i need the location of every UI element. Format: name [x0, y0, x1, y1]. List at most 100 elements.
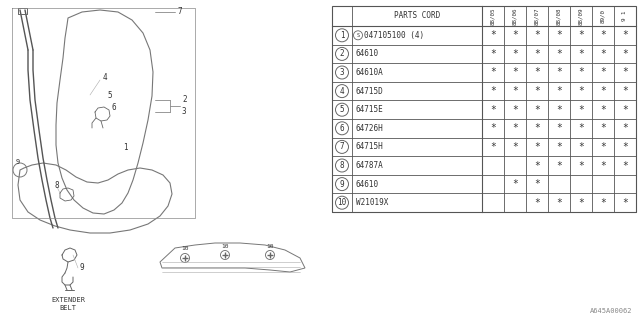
Text: BELT: BELT: [60, 305, 77, 311]
Text: 2: 2: [340, 49, 344, 58]
Text: *: *: [600, 30, 606, 40]
Text: *: *: [600, 49, 606, 59]
Text: *: *: [622, 105, 628, 115]
Text: 64715H: 64715H: [356, 142, 384, 151]
Text: 88/06: 88/06: [513, 7, 518, 25]
Text: *: *: [512, 123, 518, 133]
Text: *: *: [512, 105, 518, 115]
Text: *: *: [622, 68, 628, 77]
Text: 7: 7: [340, 142, 344, 151]
Text: *: *: [534, 49, 540, 59]
Text: 10: 10: [266, 244, 274, 249]
Text: W21019X: W21019X: [356, 198, 388, 207]
Text: *: *: [622, 86, 628, 96]
Text: *: *: [556, 49, 562, 59]
Text: 4: 4: [102, 74, 108, 83]
Text: *: *: [512, 86, 518, 96]
Text: 6: 6: [112, 103, 116, 113]
Text: *: *: [556, 30, 562, 40]
Text: 9: 9: [80, 263, 84, 273]
Text: *: *: [556, 142, 562, 152]
Text: *: *: [534, 198, 540, 208]
Text: 64715E: 64715E: [356, 105, 384, 114]
Text: 64610: 64610: [356, 180, 379, 188]
Text: 7: 7: [177, 7, 182, 17]
Text: *: *: [622, 49, 628, 59]
Text: *: *: [622, 30, 628, 40]
Text: PARTS CORD: PARTS CORD: [394, 12, 440, 20]
Text: 1: 1: [123, 143, 127, 153]
Text: *: *: [578, 49, 584, 59]
Text: *: *: [490, 68, 496, 77]
Text: *: *: [600, 86, 606, 96]
Text: *: *: [600, 161, 606, 171]
Text: 64715D: 64715D: [356, 87, 384, 96]
Text: *: *: [534, 105, 540, 115]
Text: 88/09: 88/09: [579, 7, 584, 25]
Text: *: *: [578, 105, 584, 115]
Text: *: *: [534, 30, 540, 40]
Text: *: *: [556, 86, 562, 96]
Text: 10: 10: [337, 198, 347, 207]
Text: *: *: [578, 198, 584, 208]
Text: 9: 9: [16, 159, 20, 165]
Text: 5: 5: [108, 91, 112, 100]
Text: *: *: [512, 179, 518, 189]
Text: 64787A: 64787A: [356, 161, 384, 170]
Text: *: *: [490, 30, 496, 40]
Text: *: *: [578, 161, 584, 171]
Text: *: *: [578, 30, 584, 40]
Text: *: *: [600, 105, 606, 115]
Text: *: *: [600, 198, 606, 208]
Text: 88/07: 88/07: [534, 7, 540, 25]
Text: *: *: [622, 142, 628, 152]
Text: *: *: [490, 105, 496, 115]
Text: *: *: [534, 86, 540, 96]
Text: *: *: [534, 123, 540, 133]
Text: 3: 3: [182, 108, 187, 116]
Text: *: *: [600, 142, 606, 152]
Text: 4: 4: [340, 87, 344, 96]
Text: 9 1: 9 1: [623, 11, 627, 21]
Text: *: *: [578, 86, 584, 96]
Text: 047105100 (4): 047105100 (4): [364, 31, 424, 40]
Text: 88/05: 88/05: [490, 7, 495, 25]
Text: 5: 5: [340, 105, 344, 114]
Text: 10: 10: [221, 244, 228, 249]
Text: 64610: 64610: [356, 49, 379, 58]
Text: *: *: [600, 123, 606, 133]
Text: 8: 8: [340, 161, 344, 170]
Text: *: *: [622, 198, 628, 208]
Text: *: *: [578, 68, 584, 77]
Text: 9: 9: [340, 180, 344, 188]
Text: *: *: [556, 198, 562, 208]
Text: *: *: [534, 179, 540, 189]
Text: *: *: [622, 161, 628, 171]
Text: 3: 3: [340, 68, 344, 77]
Text: *: *: [490, 123, 496, 133]
Text: *: *: [556, 123, 562, 133]
Text: 89/0: 89/0: [600, 9, 605, 23]
Text: *: *: [578, 142, 584, 152]
Text: 6: 6: [340, 124, 344, 133]
Text: 1: 1: [340, 31, 344, 40]
Text: *: *: [600, 68, 606, 77]
Bar: [332, 6, 636, 212]
Text: *: *: [534, 142, 540, 152]
Text: 2: 2: [182, 95, 187, 105]
Text: *: *: [534, 68, 540, 77]
Text: *: *: [578, 123, 584, 133]
Text: *: *: [556, 68, 562, 77]
Text: *: *: [512, 142, 518, 152]
Text: *: *: [490, 49, 496, 59]
Text: *: *: [556, 161, 562, 171]
Text: A645A00062: A645A00062: [589, 308, 632, 314]
Text: EXTENDER: EXTENDER: [51, 297, 85, 303]
Text: *: *: [490, 142, 496, 152]
Text: *: *: [490, 86, 496, 96]
Text: *: *: [512, 68, 518, 77]
Text: S: S: [356, 33, 360, 38]
Text: 64610A: 64610A: [356, 68, 384, 77]
Text: *: *: [622, 123, 628, 133]
Text: *: *: [512, 49, 518, 59]
